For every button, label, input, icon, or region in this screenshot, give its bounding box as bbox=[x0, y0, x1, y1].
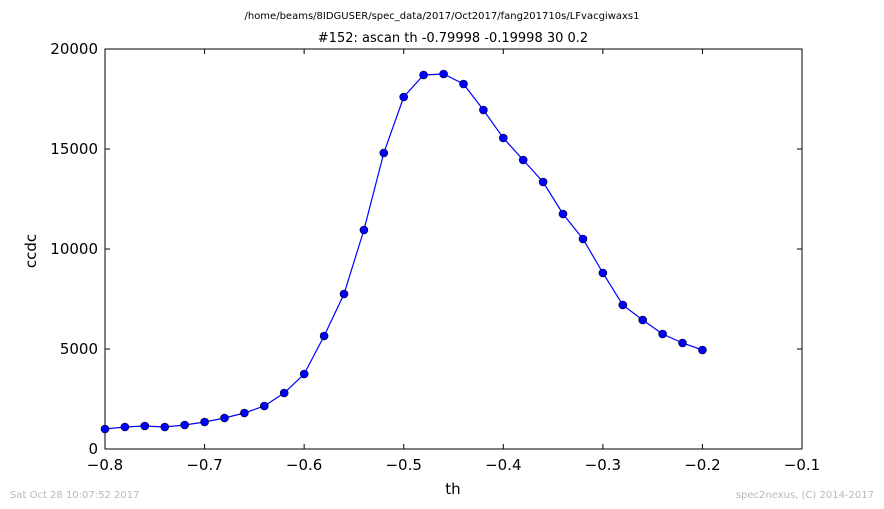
data-point bbox=[140, 421, 150, 431]
data-point bbox=[220, 413, 229, 423]
data-point bbox=[618, 300, 628, 310]
footer-timestamp: Sat Oct 28 10:07:52 2017 bbox=[10, 490, 140, 501]
data-point bbox=[538, 177, 548, 187]
data-point bbox=[558, 209, 568, 219]
y-axis-label: ccdc bbox=[22, 234, 40, 268]
data-point bbox=[319, 331, 329, 341]
data-point bbox=[498, 133, 508, 143]
data-point bbox=[578, 234, 588, 244]
data-point bbox=[459, 79, 468, 89]
data-point bbox=[180, 420, 189, 430]
y-tick-label: 0 bbox=[88, 440, 98, 458]
x-tick-label: −0.5 bbox=[385, 456, 421, 474]
data-point bbox=[638, 315, 648, 325]
y-tick-label: 5000 bbox=[60, 340, 98, 358]
data-point bbox=[658, 329, 667, 339]
data-point bbox=[200, 417, 209, 427]
x-tick-label: −0.4 bbox=[485, 456, 521, 474]
data-point bbox=[299, 369, 309, 379]
data-point bbox=[240, 408, 249, 418]
x-tick-label: −0.6 bbox=[286, 456, 322, 474]
data-point bbox=[259, 401, 269, 411]
data-point bbox=[518, 155, 528, 165]
x-tick-label: −0.3 bbox=[585, 456, 621, 474]
data-point bbox=[379, 148, 389, 158]
x-axis-label: th bbox=[445, 480, 460, 498]
plot-area bbox=[104, 48, 803, 450]
chart-title: #152: ascan th -0.79998 -0.19998 30 0.2 bbox=[318, 31, 588, 46]
data-point bbox=[598, 268, 608, 278]
x-tick-label: −0.1 bbox=[784, 456, 820, 474]
data-point bbox=[439, 69, 448, 79]
chart-suptitle: /home/beams/8IDGUSER/spec_data/2017/Oct2… bbox=[244, 11, 639, 22]
y-tick-label: 20000 bbox=[50, 40, 98, 58]
x-tick-label: −0.8 bbox=[87, 456, 123, 474]
footer-credit: spec2nexus, (C) 2014-2017 bbox=[736, 490, 874, 501]
data-point bbox=[120, 422, 130, 432]
x-tick-label: −0.7 bbox=[186, 456, 222, 474]
data-point bbox=[479, 105, 488, 115]
data-point bbox=[698, 345, 707, 355]
data-point bbox=[339, 289, 349, 299]
data-point bbox=[359, 225, 369, 235]
series-points bbox=[100, 69, 707, 434]
data-point bbox=[399, 92, 409, 102]
data-point bbox=[100, 424, 110, 434]
y-tick-label: 10000 bbox=[50, 240, 98, 258]
data-point bbox=[419, 70, 428, 80]
data-point bbox=[160, 422, 170, 432]
y-axis-ticks: 0 5000 10000 15000 20000 bbox=[50, 40, 802, 458]
y-tick-label: 15000 bbox=[50, 140, 98, 158]
x-axis-ticks: −0.8 −0.7 −0.6 −0.5 −0.4 −0.3 −0.2 −0.1 bbox=[87, 49, 820, 474]
x-tick-label: −0.2 bbox=[684, 456, 720, 474]
data-point bbox=[678, 338, 687, 348]
data-point bbox=[279, 388, 289, 398]
